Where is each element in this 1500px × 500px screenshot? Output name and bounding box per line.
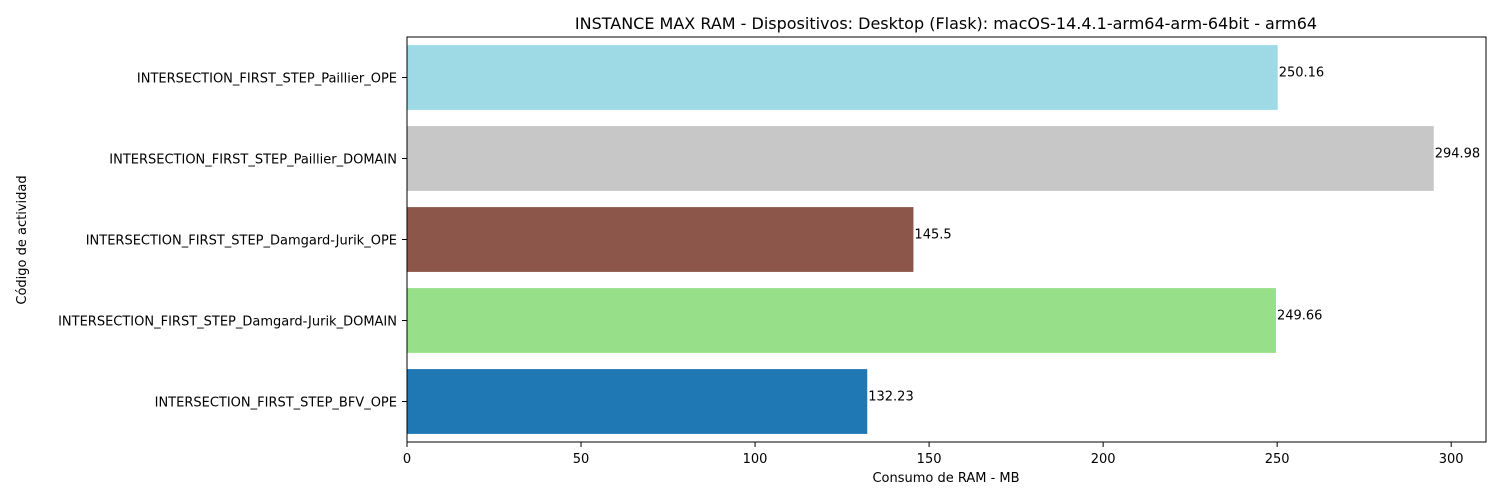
x-tick-label: 0 (403, 452, 411, 467)
chart-title: INSTANCE MAX RAM - Dispositivos: Desktop… (575, 14, 1317, 33)
data-label: 249.66 (1277, 309, 1323, 324)
y-tick-label: INTERSECTION_FIRST_STEP_Damgard-Jurik_OP… (86, 234, 397, 249)
data-label: 250.16 (1279, 66, 1325, 81)
y-axis-label: Código de actividad (15, 175, 30, 304)
data-label: 145.5 (914, 228, 951, 243)
y-tick-label: INTERSECTION_FIRST_STEP_Paillier_OPE (137, 72, 397, 87)
x-tick-label: 100 (743, 452, 768, 467)
y-tick-label: INTERSECTION_FIRST_STEP_BFV_OPE (155, 396, 397, 411)
plot-frame (406, 36, 1487, 443)
x-tick-label: 300 (1439, 452, 1464, 467)
bar (407, 126, 1434, 191)
data-label: 132.23 (868, 390, 914, 405)
bar (407, 288, 1276, 353)
data-label: 294.98 (1435, 147, 1481, 162)
x-tick-label: 250 (1265, 452, 1290, 467)
x-tick-label: 50 (573, 452, 590, 467)
plot-area: 250.16 INTERSECTION_FIRST_STEP_Paillier_O… (58, 36, 1487, 467)
x-tick-label: 150 (917, 452, 942, 467)
y-tick-label: INTERSECTION_FIRST_STEP_Paillier_DOMAIN (109, 153, 397, 168)
x-axis-label: Consumo de RAM - MB (872, 471, 1019, 486)
bar (407, 45, 1278, 110)
bar (407, 369, 868, 434)
y-tick-label: INTERSECTION_FIRST_STEP_Damgard-Jurik_DO… (58, 315, 397, 330)
x-tick-label: 200 (1091, 452, 1116, 467)
bar (407, 207, 914, 272)
